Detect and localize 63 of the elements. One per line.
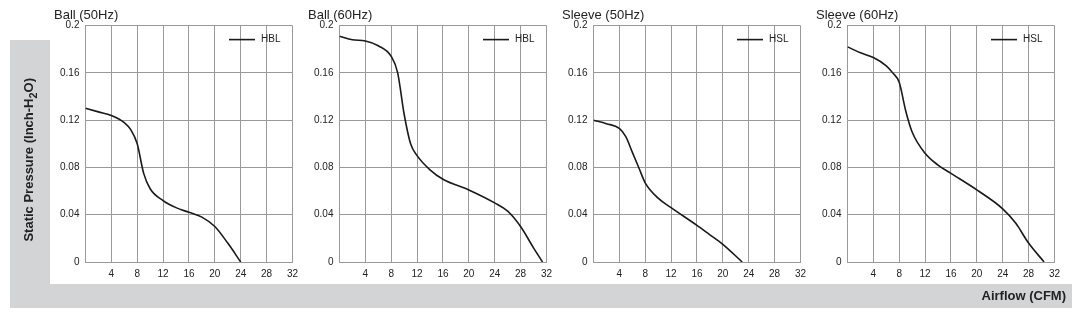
x-tick-label: 16: [437, 267, 449, 279]
x-tick-label: 28: [261, 267, 273, 279]
x-tick-label: 32: [1048, 267, 1061, 279]
legend-label: HBL: [514, 33, 535, 45]
legend-label: HSL: [768, 33, 789, 45]
x-tick-label: 24: [489, 267, 501, 279]
x-tick-label: 4: [362, 267, 369, 279]
x-tick-label: 20: [971, 267, 983, 279]
x-tick-label: 12: [411, 267, 424, 279]
x-tick-label: 24: [235, 267, 247, 279]
x-tick-label: 12: [919, 267, 932, 279]
y-tick-label: 0: [73, 255, 80, 267]
y-tick-label: 0.16: [567, 66, 588, 78]
x-tick-label: 28: [1023, 267, 1035, 279]
line-series: [339, 35, 544, 262]
y-tick-label: 0.16: [59, 66, 80, 78]
x-tick-label: 16: [691, 267, 703, 279]
y-tick-label: 0: [835, 255, 842, 267]
x-tick-label: 8: [896, 267, 903, 279]
x-tick-label: 4: [616, 267, 623, 279]
line-series: [847, 46, 1045, 262]
x-tick-label: 32: [540, 267, 553, 279]
y-tick-label: 0.16: [821, 66, 842, 78]
x-tick-label: 8: [388, 267, 395, 279]
x-tick-label: 24: [743, 267, 755, 279]
x-tick-label: 28: [769, 267, 781, 279]
y-tick-label: 0.08: [59, 161, 80, 173]
y-tick-label: 0.04: [567, 208, 588, 220]
y-tick-label: 0.16: [313, 66, 334, 78]
y-tick-label: 0.2: [573, 19, 588, 31]
y-tick-label: 0.04: [313, 208, 334, 220]
legend-label: HBL: [260, 33, 281, 45]
x-tick-label: 8: [642, 267, 649, 279]
y-tick-label: 0.12: [313, 113, 334, 125]
y-tick-label: 0.12: [567, 113, 588, 125]
x-tick-label: 12: [157, 267, 170, 279]
x-tick-label: 16: [945, 267, 957, 279]
x-tick-label: 32: [286, 267, 299, 279]
y-tick-label: 0: [327, 255, 334, 267]
y-tick-label: 0.12: [821, 113, 842, 125]
x-axis-title: Airflow (CFM): [981, 288, 1066, 303]
x-tick-label: 4: [870, 267, 877, 279]
x-tick-label: 20: [463, 267, 475, 279]
y-tick-label: 0.04: [821, 208, 842, 220]
legend-label: HSL: [1022, 33, 1043, 45]
y-tick-label: 0: [581, 255, 588, 267]
x-tick-label: 4: [108, 267, 115, 279]
x-tick-label: 16: [183, 267, 195, 279]
y-tick-label: 0.08: [567, 161, 588, 173]
x-tick-label: 20: [717, 267, 729, 279]
x-tick-label: 32: [794, 267, 807, 279]
x-tick-label: 12: [665, 267, 678, 279]
x-tick-label: 28: [515, 267, 527, 279]
x-tick-label: 8: [134, 267, 141, 279]
y-tick-label: 0.08: [313, 161, 334, 173]
x-tick-label: 20: [209, 267, 221, 279]
y-tick-label: 0.04: [59, 208, 80, 220]
y-tick-label: 0.08: [821, 161, 842, 173]
x-tick-label: 24: [997, 267, 1009, 279]
line-series: [85, 107, 242, 262]
y-tick-label: 0.2: [827, 19, 842, 31]
y-tick-label: 0.12: [59, 113, 80, 125]
line-series: [593, 119, 744, 262]
